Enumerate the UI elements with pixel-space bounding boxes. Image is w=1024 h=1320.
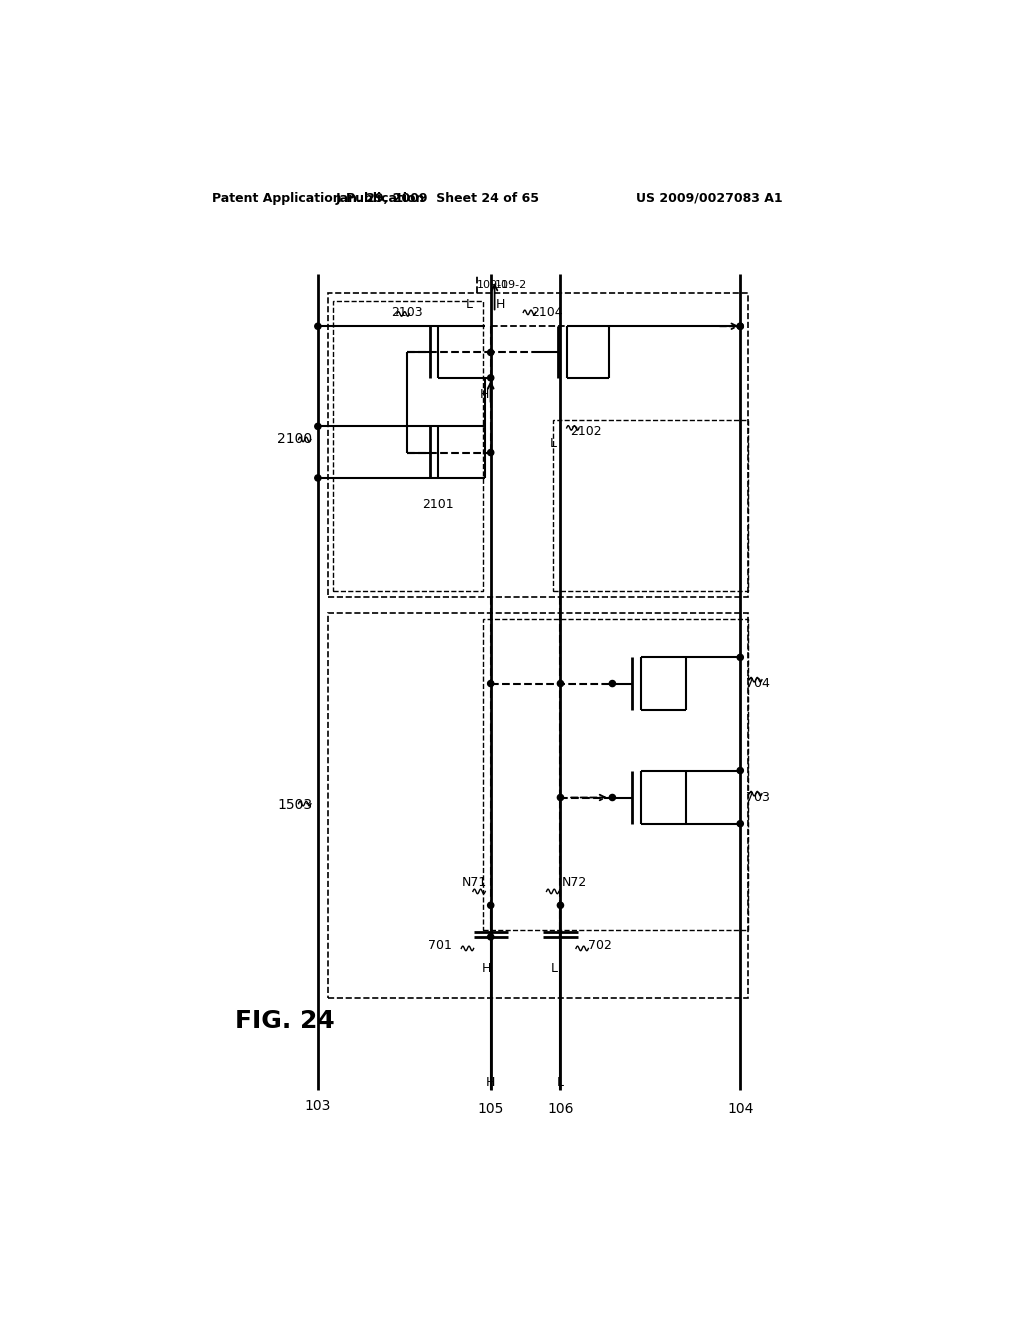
Text: FIG. 24: FIG. 24 xyxy=(234,1008,335,1032)
Text: L: L xyxy=(550,437,557,450)
Circle shape xyxy=(314,323,321,330)
Text: 109-2: 109-2 xyxy=(495,280,526,290)
Bar xyxy=(553,420,748,591)
Circle shape xyxy=(314,424,321,429)
Circle shape xyxy=(609,681,615,686)
Text: H: H xyxy=(496,298,506,312)
Circle shape xyxy=(737,655,743,660)
Text: 1503: 1503 xyxy=(278,799,312,812)
Circle shape xyxy=(609,795,615,800)
Circle shape xyxy=(487,350,494,355)
Text: 105: 105 xyxy=(477,1102,504,1117)
Text: H: H xyxy=(481,962,490,975)
Text: 702: 702 xyxy=(588,939,611,952)
Text: L: L xyxy=(551,962,558,975)
Text: 2100: 2100 xyxy=(278,433,312,446)
Text: Patent Application Publication: Patent Application Publication xyxy=(212,191,424,205)
Circle shape xyxy=(557,681,563,686)
Text: US 2009/0027083 A1: US 2009/0027083 A1 xyxy=(636,191,782,205)
Text: 106: 106 xyxy=(547,1102,573,1117)
Circle shape xyxy=(737,323,743,330)
Text: Jan. 29, 2009  Sheet 24 of 65: Jan. 29, 2009 Sheet 24 of 65 xyxy=(336,191,540,205)
Text: 703: 703 xyxy=(746,791,770,804)
Bar xyxy=(334,301,483,591)
Circle shape xyxy=(487,375,494,381)
Circle shape xyxy=(314,475,321,480)
Text: H: H xyxy=(486,1076,496,1089)
Text: 2104: 2104 xyxy=(531,306,562,319)
Text: 701: 701 xyxy=(428,939,452,952)
Text: L: L xyxy=(466,298,473,312)
Bar xyxy=(328,612,748,998)
Text: N72: N72 xyxy=(562,875,587,888)
Text: 704: 704 xyxy=(746,677,770,690)
Circle shape xyxy=(737,323,743,330)
Text: 2102: 2102 xyxy=(569,425,601,438)
Text: 2103: 2103 xyxy=(391,306,423,319)
Circle shape xyxy=(487,903,494,908)
Text: H: H xyxy=(480,388,489,400)
Text: 103: 103 xyxy=(305,1098,331,1113)
Text: L: L xyxy=(557,1076,564,1089)
Text: N71: N71 xyxy=(462,875,486,888)
Circle shape xyxy=(557,903,563,908)
Circle shape xyxy=(737,821,743,826)
Text: 2101: 2101 xyxy=(423,499,454,511)
Bar xyxy=(483,619,748,929)
Bar xyxy=(328,293,748,598)
Circle shape xyxy=(487,450,494,455)
Text: 109-1: 109-1 xyxy=(477,280,509,290)
Circle shape xyxy=(487,933,494,940)
Circle shape xyxy=(557,795,563,800)
Circle shape xyxy=(487,681,494,686)
Circle shape xyxy=(737,767,743,774)
Text: 104: 104 xyxy=(727,1102,754,1117)
